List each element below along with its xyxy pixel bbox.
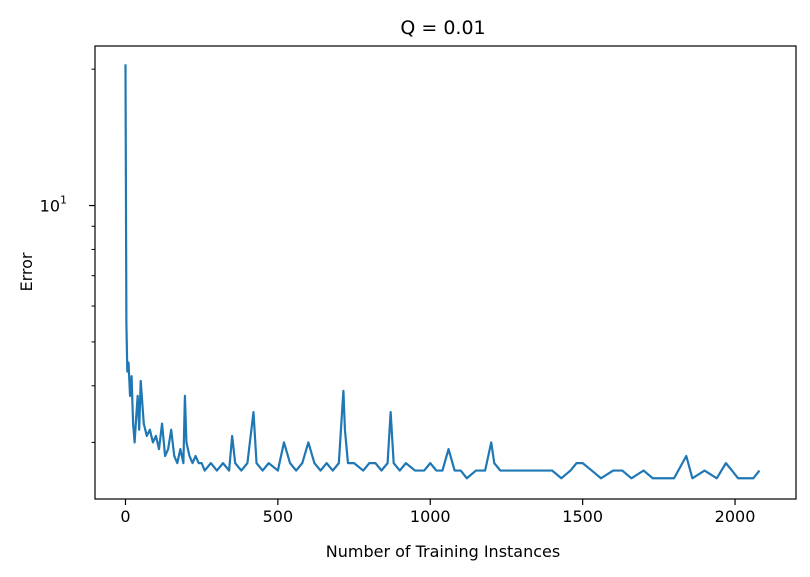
y-axis-label: Error bbox=[17, 252, 36, 291]
x-tick-label: 500 bbox=[263, 507, 294, 526]
chart-title: Q = 0.01 bbox=[400, 17, 485, 39]
x-tick-label: 2000 bbox=[715, 507, 756, 526]
x-axis-label: Number of Training Instances bbox=[326, 542, 560, 561]
x-tick-label: 1500 bbox=[562, 507, 603, 526]
x-tick-label: 0 bbox=[120, 507, 130, 526]
x-tick-label: 1000 bbox=[410, 507, 451, 526]
